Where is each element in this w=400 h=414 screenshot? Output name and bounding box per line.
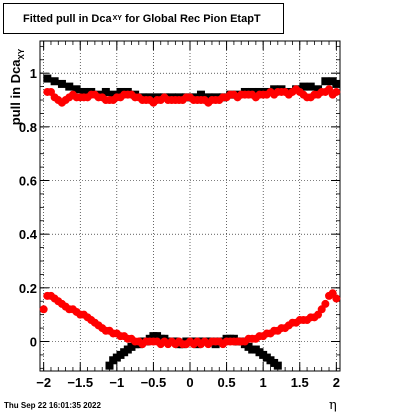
title-main: Fitted pull in Dca [23,12,112,25]
x-tick-label: 2 [333,375,340,390]
x-axis-label: η [329,398,337,413]
series-2 [43,85,341,107]
chart-title: Fitted pull in Dca XY for Global Rec Pio… [3,3,284,34]
data-point-square [57,79,66,88]
data-point-circle [332,294,341,303]
data-points [39,74,341,370]
y-axis-label: pull in DcaXY [8,48,26,126]
x-tick-label: 0.5 [218,375,236,390]
data-point-square [43,74,52,83]
data-point-square [72,85,81,94]
data-point-square [65,82,74,91]
data-point-square [204,93,213,102]
data-point-square [321,77,330,86]
data-point-square [105,361,114,370]
x-tick-label: 1 [260,375,267,390]
data-point-circle [39,305,48,314]
data-point-square [116,87,125,96]
y-tick-label: 0 [30,334,37,349]
x-tick-label: 1.5 [291,375,309,390]
y-tick-label: 0.6 [19,174,37,189]
data-point-circle [332,87,341,96]
data-point-square [196,90,205,99]
timestamp-label: Thu Sep 22 16:01:35 2022 [4,401,101,410]
data-point-square [306,82,315,91]
data-point-square [314,85,323,94]
data-point-square [109,90,118,99]
data-point-square [270,85,279,94]
x-tick-label: −2 [36,375,51,390]
data-point-square [50,77,59,86]
y-tick-labels: 0 0.2 0.4 0.6 0.8 1 [19,66,38,349]
axis-ticks [40,41,340,371]
data-point-circle [321,299,330,308]
x-tick-label: −0.5 [141,375,167,390]
y-tick-label: 0.8 [19,120,37,135]
x-tick-labels: −2 −1.5 −1 −0.5 0 0.5 1 1.5 2 [36,375,340,390]
title-subscript: XY [112,15,122,22]
x-tick-label: −1.5 [67,375,93,390]
data-point-square [299,82,308,91]
x-tick-label: 0 [186,375,193,390]
data-point-square [273,361,282,370]
series-3 [39,289,341,349]
y-tick-label: 1 [30,66,37,81]
data-point-square [332,79,341,88]
title-rest: for Global Rec Pion EtapT [124,12,261,25]
x-tick-label: −1 [109,375,124,390]
y-tick-label: 0.2 [19,281,37,296]
data-point-square [101,87,110,96]
y-tick-label: 0.4 [19,227,38,242]
data-point-square [79,87,88,96]
